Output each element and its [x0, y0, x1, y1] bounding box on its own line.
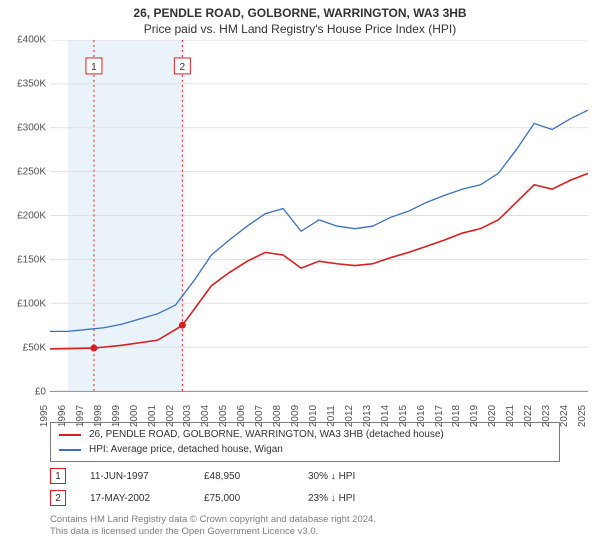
- chart-title: 26, PENDLE ROAD, GOLBORNE, WARRINGTON, W…: [0, 0, 600, 38]
- sale-record-1: 1 11-JUN-1997 £48,950 30% ↓ HPI: [50, 468, 560, 484]
- x-tick-label: 2016: [416, 405, 427, 427]
- legend-item-price-paid: 26, PENDLE ROAD, GOLBORNE, WARRINGTON, W…: [59, 427, 551, 442]
- sale-price: £75,000: [204, 493, 284, 504]
- legend-swatch: [59, 449, 81, 451]
- x-tick-label: 2022: [523, 405, 534, 427]
- x-tick-label: 2017: [434, 405, 445, 427]
- y-tick-label: £50K: [23, 343, 46, 354]
- x-tick-label: 2002: [165, 405, 176, 427]
- x-tick-label: 2006: [236, 405, 247, 427]
- x-tick-label: 2010: [308, 405, 319, 427]
- y-tick-label: £250K: [17, 167, 46, 178]
- x-tick-label: 2013: [362, 405, 373, 427]
- x-tick-label: 2015: [398, 405, 409, 427]
- x-tick-label: 2019: [469, 405, 480, 427]
- y-tick-label: £350K: [17, 79, 46, 90]
- x-tick-label: 2018: [451, 405, 462, 427]
- x-tick-label: 1996: [57, 405, 68, 427]
- x-tick-label: 1995: [39, 405, 50, 427]
- y-tick-label: £100K: [17, 299, 46, 310]
- page-root: 26, PENDLE ROAD, GOLBORNE, WARRINGTON, W…: [0, 0, 600, 560]
- plot-svg: 12: [50, 40, 588, 391]
- footnote-line-1: Contains HM Land Registry data © Crown c…: [50, 514, 560, 526]
- y-axis-ticks: £0£50K£100K£150K£200K£250K£300K£350K£400…: [12, 40, 50, 392]
- sale-marker-2: 2: [50, 490, 66, 506]
- y-tick-label: £300K: [17, 123, 46, 134]
- legend-label: HPI: Average price, detached house, Wiga…: [89, 442, 283, 457]
- x-tick-label: 2000: [129, 405, 140, 427]
- sale-price: £48,950: [204, 471, 284, 482]
- svg-text:2: 2: [180, 62, 186, 73]
- chart-area: £0£50K£100K£150K£200K£250K£300K£350K£400…: [12, 40, 588, 418]
- y-tick-label: £150K: [17, 255, 46, 266]
- x-tick-label: 2004: [200, 405, 211, 427]
- x-tick-label: 2012: [344, 405, 355, 427]
- x-tick-label: 2001: [147, 405, 158, 427]
- x-tick-label: 2007: [254, 405, 265, 427]
- title-line-2: Price paid vs. HM Land Registry's House …: [10, 22, 590, 36]
- legend-item-hpi: HPI: Average price, detached house, Wiga…: [59, 442, 551, 457]
- sale-record-2: 2 17-MAY-2002 £75,000 23% ↓ HPI: [50, 490, 560, 506]
- x-tick-label: 2024: [559, 405, 570, 427]
- x-axis-ticks: 1995199619971998199920002001200220032004…: [50, 392, 588, 418]
- x-tick-label: 1999: [111, 405, 122, 427]
- x-tick-label: 2025: [577, 405, 588, 427]
- plot-area: 12: [50, 40, 588, 392]
- sale-pct: 30% ↓ HPI: [308, 471, 408, 482]
- sale-pct: 23% ↓ HPI: [308, 493, 408, 504]
- y-tick-label: £400K: [17, 35, 46, 46]
- x-tick-label: 2011: [326, 405, 337, 427]
- x-tick-label: 2009: [290, 405, 301, 427]
- sale-date: 11-JUN-1997: [90, 471, 180, 482]
- sale-date: 17-MAY-2002: [90, 493, 180, 504]
- x-tick-label: 2005: [218, 405, 229, 427]
- footnote: Contains HM Land Registry data © Crown c…: [50, 514, 560, 539]
- legend: 26, PENDLE ROAD, GOLBORNE, WARRINGTON, W…: [50, 422, 560, 462]
- x-tick-label: 2014: [380, 405, 391, 427]
- x-tick-label: 2021: [505, 405, 516, 427]
- x-tick-label: 2008: [272, 405, 283, 427]
- y-tick-label: £0: [35, 387, 46, 398]
- x-tick-label: 1997: [75, 405, 86, 427]
- x-tick-label: 2020: [487, 405, 498, 427]
- svg-text:1: 1: [91, 62, 97, 73]
- y-tick-label: £200K: [17, 211, 46, 222]
- sale-marker-1: 1: [50, 468, 66, 484]
- legend-label: 26, PENDLE ROAD, GOLBORNE, WARRINGTON, W…: [89, 427, 444, 442]
- x-tick-label: 2023: [541, 405, 552, 427]
- title-line-1: 26, PENDLE ROAD, GOLBORNE, WARRINGTON, W…: [10, 6, 590, 20]
- x-tick-label: 1998: [93, 405, 104, 427]
- x-tick-label: 2003: [182, 405, 193, 427]
- legend-swatch: [59, 434, 81, 436]
- footnote-line-2: This data is licensed under the Open Gov…: [50, 526, 560, 538]
